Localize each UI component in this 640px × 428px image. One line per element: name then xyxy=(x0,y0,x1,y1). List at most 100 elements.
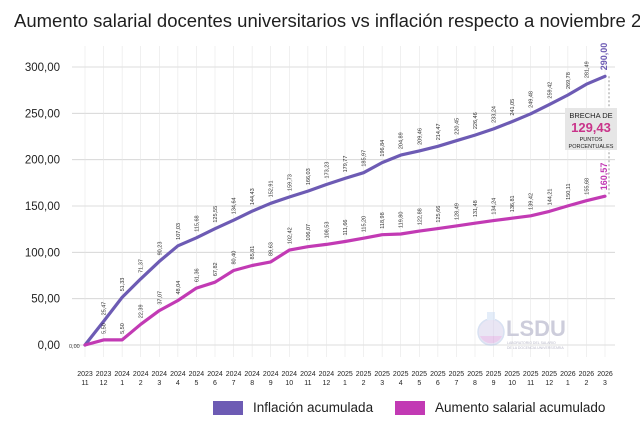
series-layer xyxy=(83,74,607,347)
data-label-salary: 128,49 xyxy=(454,203,460,220)
data-label-inflation: 144,43 xyxy=(250,188,256,205)
data-label-salary: 5,50 xyxy=(102,323,108,334)
gap-annotation-line1: BRECHA DE xyxy=(569,111,612,120)
data-label-inflation: 249,48 xyxy=(529,91,535,108)
x-tick-year: 2024 xyxy=(207,371,223,378)
x-tick-year: 2023 xyxy=(96,371,112,378)
x-tick-month: 1 xyxy=(566,380,570,387)
x-tick-month: 12 xyxy=(545,380,553,387)
data-label-salary: 106,07 xyxy=(306,224,312,241)
y-tick-label: 250,00 xyxy=(25,108,60,120)
data-label-inflation: 0,00 xyxy=(69,344,80,350)
data-label-salary: 131,48 xyxy=(473,200,479,217)
data-label-inflation: 90,23 xyxy=(157,242,163,256)
x-tick-year: 2024 xyxy=(151,371,167,378)
y-tick-label: 200,00 xyxy=(25,155,60,167)
x-tick-month: 10 xyxy=(285,380,293,387)
data-label-salary: 80,40 xyxy=(232,251,238,265)
gap-annotation-line2: PUNTOS xyxy=(580,137,603,143)
x-tick-month: 11 xyxy=(81,380,88,387)
data-label-inflation: 51,33 xyxy=(120,278,126,292)
data-label-inflation: 173,23 xyxy=(324,162,330,179)
flask-icon xyxy=(477,312,505,346)
x-tick-year: 2026 xyxy=(597,371,613,378)
x-axis-ticks: 2023112023122024120242202432024420245202… xyxy=(77,371,613,387)
legend: Inflación acumulada Aumento salarial acu… xyxy=(0,398,640,420)
x-tick-year: 2025 xyxy=(449,371,465,378)
data-label-inflation: 259,42 xyxy=(547,82,553,99)
x-tick-month: 11 xyxy=(527,380,534,387)
x-tick-month: 4 xyxy=(176,380,180,387)
data-label-inflation: 241,05 xyxy=(510,99,516,116)
x-tick-month: 8 xyxy=(473,380,477,387)
data-label-salary: 37,07 xyxy=(157,291,163,305)
x-tick-month: 3 xyxy=(603,380,607,387)
x-tick-month: 3 xyxy=(380,380,384,387)
data-label-inflation: 233,24 xyxy=(492,106,498,123)
x-tick-month: 9 xyxy=(492,380,496,387)
data-label-inflation: 134,64 xyxy=(232,197,238,214)
x-tick-month: 4 xyxy=(399,380,403,387)
data-label-inflation: 196,84 xyxy=(380,140,386,157)
data-label-salary: 85,81 xyxy=(250,246,256,260)
data-label-inflation: 220,45 xyxy=(454,118,460,135)
y-tick-label: 50,00 xyxy=(31,294,60,306)
data-label-salary: 134,24 xyxy=(492,198,498,215)
x-tick-month: 10 xyxy=(508,380,516,387)
data-label-inflation: 166,03 xyxy=(306,168,312,185)
legend-swatch-salary xyxy=(395,400,425,415)
x-tick-month: 12 xyxy=(323,380,331,387)
x-tick-year: 2025 xyxy=(374,371,390,378)
line-chart: 0,0050,00100,00150,00200,00250,00300,00 … xyxy=(25,43,617,387)
data-label-inflation: 115,68 xyxy=(194,215,200,231)
x-tick-month: 2 xyxy=(362,380,366,387)
x-tick-year: 2026 xyxy=(560,371,576,378)
x-tick-month: 11 xyxy=(304,380,311,387)
x-tick-month: 9 xyxy=(269,380,273,387)
data-label-inflation: 152,91 xyxy=(269,180,275,197)
x-tick-month: 7 xyxy=(454,380,458,387)
x-tick-year: 2025 xyxy=(393,371,409,378)
data-label-inflation: 107,03 xyxy=(176,223,182,240)
x-tick-year: 2025 xyxy=(541,371,557,378)
x-tick-year: 2024 xyxy=(281,371,297,378)
gap-annotation: BRECHA DE 129,43 PUNTOS PORCENTUALES xyxy=(565,108,617,150)
x-tick-month: 1 xyxy=(120,380,124,387)
data-label-salary: 67,82 xyxy=(213,262,219,276)
x-tick-year: 2024 xyxy=(226,371,242,378)
data-label-inflation: 185,97 xyxy=(362,150,368,167)
y-tick-label: 300,00 xyxy=(25,62,60,74)
legend-swatch-inflation xyxy=(213,400,243,415)
x-tick-year: 2026 xyxy=(579,371,595,378)
x-tick-year: 2024 xyxy=(114,371,130,378)
x-tick-month: 3 xyxy=(157,380,161,387)
data-label-salary: 102,42 xyxy=(287,227,293,244)
data-label-inflation: 214,47 xyxy=(436,123,442,140)
x-tick-year: 2024 xyxy=(133,371,149,378)
x-tick-year: 2024 xyxy=(319,371,335,378)
data-label-salary: 118,98 xyxy=(380,212,386,228)
data-label-salary: 48,04 xyxy=(176,281,182,295)
y-axis-ticks: 0,00 50,00 100,00 150,00 200,00 250,00 300,00 xyxy=(25,62,60,352)
x-tick-year: 2024 xyxy=(263,371,279,378)
x-tick-year: 2024 xyxy=(189,371,205,378)
y-tick-label: 100,00 xyxy=(25,247,60,259)
x-tick-year: 2025 xyxy=(467,371,483,378)
gap-annotation-value: 129,43 xyxy=(571,120,611,135)
x-tick-month: 2 xyxy=(139,380,143,387)
legend-item-salary: Aumento salarial acumulado xyxy=(395,400,605,415)
data-label-salary: 155,68 xyxy=(584,178,590,195)
series-line-inflation xyxy=(83,74,607,347)
x-tick-month: 1 xyxy=(343,380,347,387)
y-tick-label: 0,00 xyxy=(38,340,60,352)
legend-item-inflation: Inflación acumulada xyxy=(213,400,373,415)
data-label-inflation: 269,78 xyxy=(566,72,572,89)
x-tick-month: 12 xyxy=(100,380,108,387)
gap-annotation-box xyxy=(565,108,617,150)
x-tick-month: 5 xyxy=(194,380,198,387)
data-label-salary: 144,21 xyxy=(547,189,553,206)
legend-label-inflation: Inflación acumulada xyxy=(253,400,374,415)
data-label-salary: 160,57 xyxy=(599,163,609,191)
x-tick-month: 5 xyxy=(417,380,421,387)
logo-line1: LABORATORIO DEL SALARIO xyxy=(507,341,556,345)
